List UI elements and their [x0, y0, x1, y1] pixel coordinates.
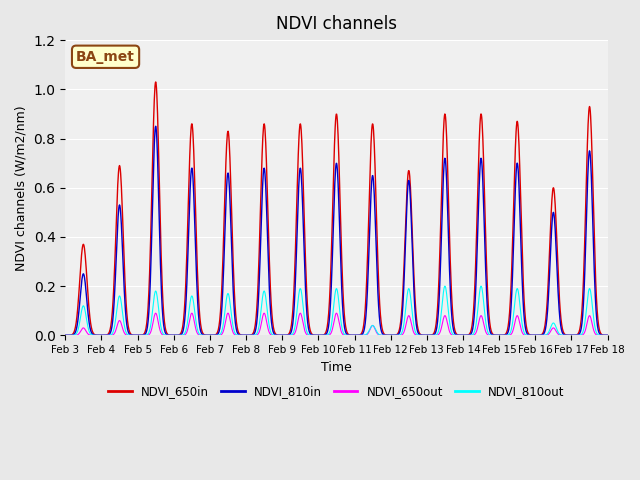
- Legend: NDVI_650in, NDVI_810in, NDVI_650out, NDVI_810out: NDVI_650in, NDVI_810in, NDVI_650out, NDV…: [104, 381, 570, 403]
- Y-axis label: NDVI channels (W/m2/nm): NDVI channels (W/m2/nm): [15, 105, 28, 271]
- X-axis label: Time: Time: [321, 360, 352, 373]
- Text: BA_met: BA_met: [76, 50, 135, 64]
- Title: NDVI channels: NDVI channels: [276, 15, 397, 33]
